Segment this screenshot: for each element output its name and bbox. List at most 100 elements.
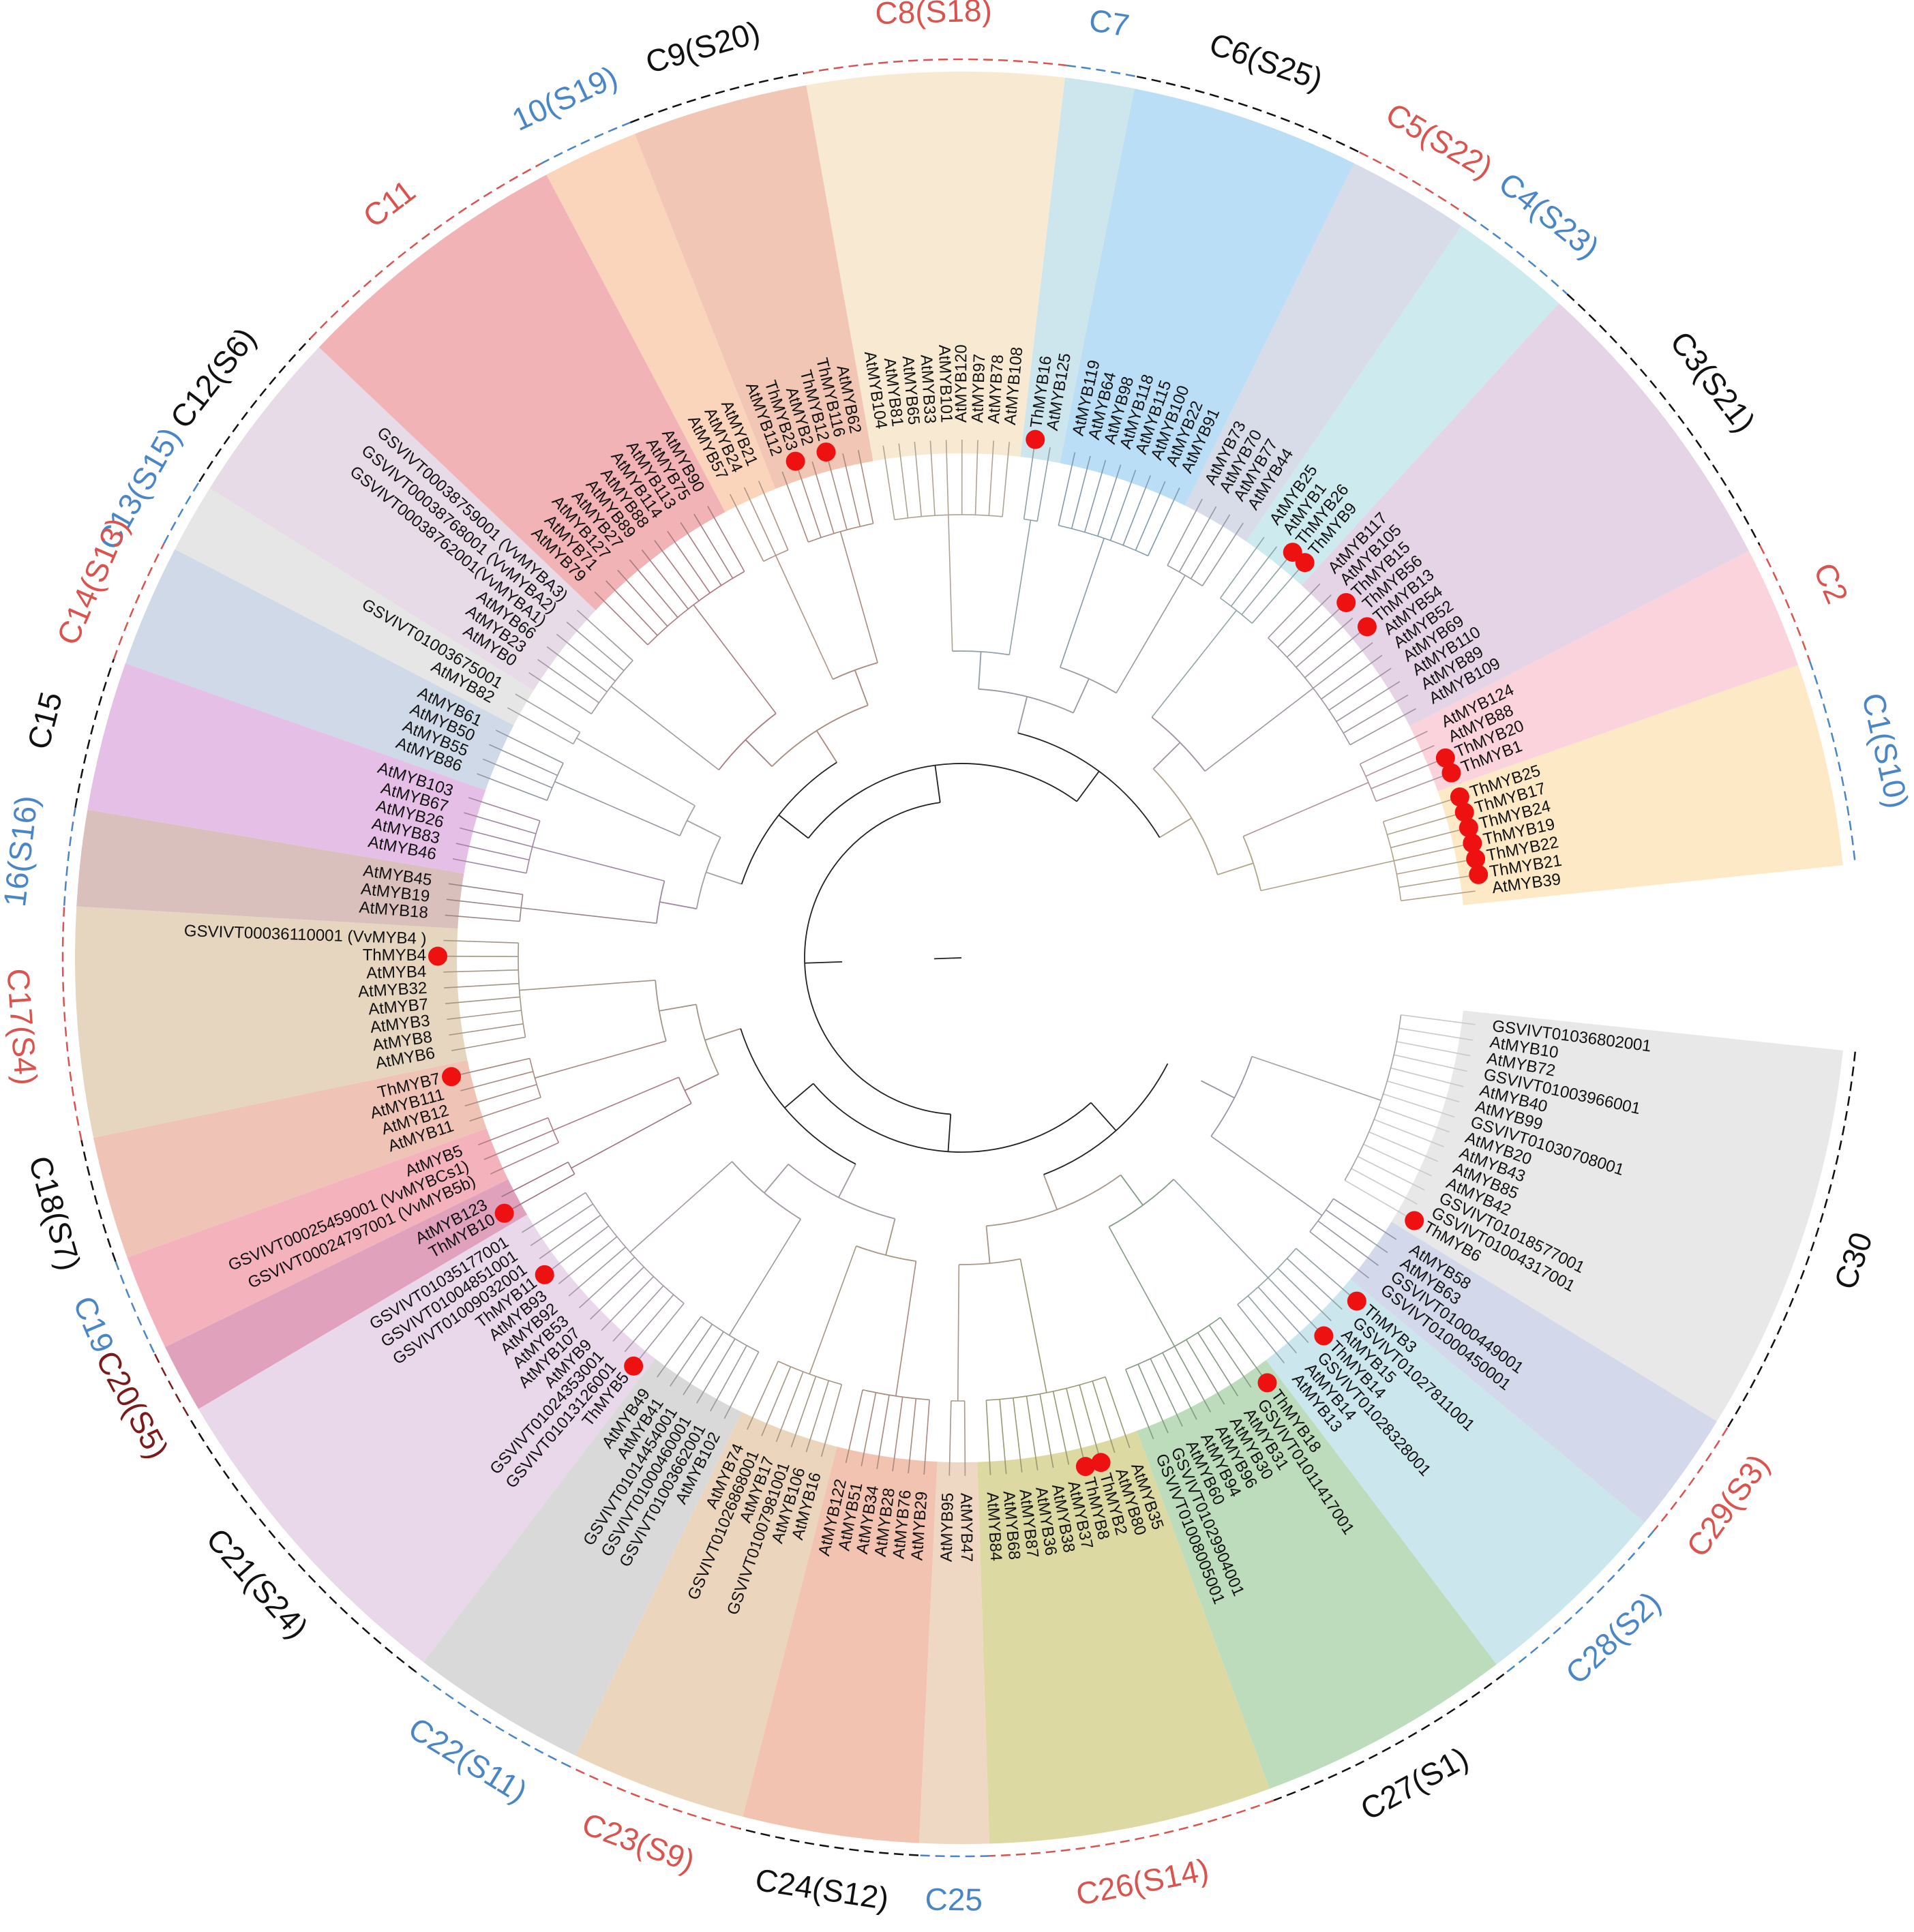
clade-stem-inner <box>580 980 656 986</box>
leaf-label: AtMYB95 <box>938 1492 957 1562</box>
leaf-branch <box>1296 1248 1354 1298</box>
clade-label: C9(S20) <box>642 14 764 80</box>
clade-branch-arc <box>529 1058 541 1098</box>
clade-arc <box>1566 293 1761 546</box>
ortholog-marker <box>1450 787 1469 807</box>
clade-stem <box>1144 1292 1176 1347</box>
clade-sector <box>1437 665 1843 905</box>
clade-label: C27(S1) <box>1355 1740 1474 1827</box>
leaf-branch <box>594 591 648 646</box>
clade-label: C29(S3) <box>1679 1447 1776 1563</box>
leaf-branch <box>707 505 745 572</box>
clade-sector <box>76 809 464 929</box>
clade-stem <box>535 1061 595 1079</box>
leaf-branch <box>464 1084 537 1107</box>
leaf-branch <box>669 1324 713 1387</box>
leaf-branch <box>1373 1119 1444 1147</box>
clade-label: C4(S23) <box>1493 165 1606 265</box>
clade-stem-inner <box>1210 1136 1273 1181</box>
leaf-branch <box>605 580 658 636</box>
leaf-label: AtMYB47 <box>957 1493 976 1563</box>
clade-arc <box>569 1766 741 1830</box>
leaf-branch <box>923 1400 930 1475</box>
leaf-branch <box>1344 1179 1410 1219</box>
clade-sector <box>423 1359 742 1756</box>
clade-label: C3(S21) <box>1663 324 1762 439</box>
clade-sector <box>806 71 1065 462</box>
backbone-stem <box>947 1114 952 1152</box>
leaf-branch <box>790 1376 817 1448</box>
clade-stem-inner <box>856 590 878 663</box>
leaf-branch <box>1387 813 1460 836</box>
leaf-branch <box>612 1285 664 1342</box>
leaf-branch <box>446 899 522 909</box>
clade-stem-inner <box>830 1246 857 1317</box>
leaf-branch <box>929 440 936 516</box>
clade-arc <box>63 807 76 906</box>
clade-label: C28(S2) <box>1559 1584 1668 1691</box>
leaf-branch <box>1399 875 1474 888</box>
leaf-branch <box>805 1380 830 1453</box>
leaf-branch <box>460 1070 533 1091</box>
clade-arc <box>115 1261 155 1353</box>
ortholog-marker <box>428 946 448 966</box>
clade-label: C18(S7) <box>22 1152 88 1274</box>
leaf-branch <box>775 1371 804 1443</box>
leaf-branch <box>1186 1339 1225 1405</box>
clade-label: C23(S9) <box>578 1806 700 1880</box>
clade-stem <box>1197 609 1237 659</box>
leaf-label: AtMYB101 <box>935 344 955 423</box>
clade-arc <box>163 481 200 544</box>
clade-sector <box>125 549 514 791</box>
ortholog-marker <box>1441 763 1461 783</box>
ortholog-marker <box>1075 1457 1095 1477</box>
backbone-stem <box>745 739 773 767</box>
ortholog-marker <box>786 451 805 471</box>
leaf-branch <box>1190 514 1231 579</box>
leaf-branch <box>1328 667 1392 711</box>
leaf-branch <box>641 549 689 609</box>
leaf-branch <box>723 1351 760 1419</box>
leaf-branch <box>530 1203 593 1246</box>
clade-sector <box>165 1179 528 1409</box>
leaf-branch <box>974 440 978 515</box>
leaf-branch <box>509 1173 575 1211</box>
clade-stem-inner <box>1116 628 1155 693</box>
leaf-branch <box>444 982 520 988</box>
leaf-branch <box>477 1117 549 1146</box>
backbone-stem <box>985 1226 991 1264</box>
backbone-arc <box>655 880 666 924</box>
leaf-branch <box>576 609 633 661</box>
clade-stem-inner <box>609 1076 679 1107</box>
clade-branch-arc <box>526 820 541 873</box>
clade-sector-layer <box>75 71 1843 1844</box>
clade-branch-arc <box>1359 764 1377 802</box>
leaf-branch <box>1394 1054 1467 1072</box>
clade-stem-inner <box>1260 873 1334 892</box>
leaf-branch <box>1286 605 1343 658</box>
clade-label: C22(S11) <box>402 1710 533 1810</box>
leaf-branch <box>1351 1168 1418 1205</box>
leaf-label: AtMYB97 <box>968 354 989 423</box>
leaf-branch <box>448 883 523 895</box>
clade-stem <box>571 1138 626 1169</box>
leaf-branch <box>729 494 764 562</box>
clade-sector <box>977 1430 1270 1844</box>
backbone-stem <box>659 901 697 909</box>
ortholog-marker <box>1405 1211 1424 1231</box>
clade-arc <box>187 1415 417 1673</box>
leaf-branch <box>490 1142 559 1175</box>
clade-arc <box>198 338 311 483</box>
clade-arc <box>540 121 631 165</box>
leaf-branch <box>1208 1325 1252 1388</box>
leaf-branch <box>495 729 564 764</box>
clade-stem <box>1311 782 1369 808</box>
leaf-branch <box>1247 1295 1297 1354</box>
leaf-branch <box>447 1010 522 1021</box>
leaf-branch <box>914 442 923 517</box>
clade-stem-inner <box>591 861 665 881</box>
backbone-stem <box>778 814 809 839</box>
clade-stem <box>1153 575 1186 629</box>
ortholog-marker <box>1091 1453 1111 1473</box>
